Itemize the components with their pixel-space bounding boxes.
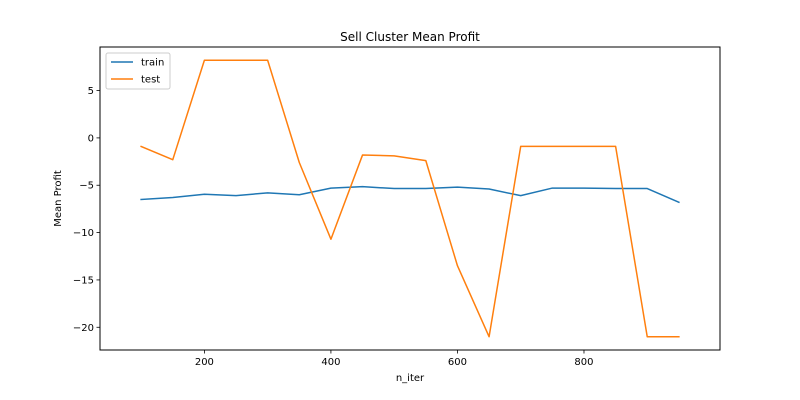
- x-tick-label-800: 800: [574, 357, 593, 368]
- legend-label-test: test: [141, 75, 160, 86]
- x-tick-label-600: 600: [448, 357, 467, 368]
- series-line-test: [140, 59, 680, 338]
- y-tick-label--15: −15: [73, 275, 94, 286]
- series-line-train: [140, 185, 680, 204]
- y-axis: 5 0 −5 −10 −15 −20: [73, 86, 100, 334]
- y-tick-label--5: −5: [79, 181, 94, 192]
- y-tick-label-5: 5: [88, 86, 94, 97]
- chart-title: Sell Cluster Mean Profit: [340, 30, 480, 44]
- y-tick-label-0: 0: [88, 133, 94, 144]
- x-axis: 200 400 600 800: [195, 350, 594, 368]
- y-tick-label--20: −20: [73, 323, 94, 334]
- legend-label-train: train: [141, 58, 164, 69]
- x-axis-label: n_iter: [396, 373, 425, 384]
- plot-series-group: [140, 59, 680, 338]
- legend: train test: [105, 52, 171, 90]
- plot-frame: [99, 46, 721, 351]
- x-tick-label-200: 200: [195, 357, 214, 368]
- y-tick-label--10: −10: [73, 228, 94, 239]
- x-tick-label-400: 400: [321, 357, 340, 368]
- y-axis-label: Mean Profit: [53, 170, 64, 227]
